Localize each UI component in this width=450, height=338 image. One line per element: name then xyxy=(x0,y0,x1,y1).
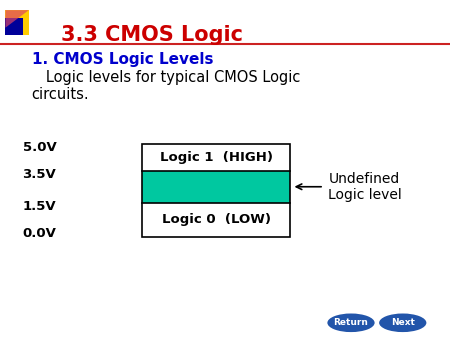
Text: 0.0V: 0.0V xyxy=(22,227,56,240)
Text: Logic 1  (HIGH): Logic 1 (HIGH) xyxy=(159,151,273,164)
Bar xyxy=(5,10,29,35)
Ellipse shape xyxy=(379,314,427,332)
Bar xyxy=(5,18,22,35)
Bar xyxy=(142,144,290,171)
Text: 5.0V: 5.0V xyxy=(22,141,56,153)
Text: 3.5V: 3.5V xyxy=(22,168,56,180)
Bar xyxy=(142,203,290,237)
Text: Next: Next xyxy=(391,318,415,327)
Bar xyxy=(142,171,290,203)
Text: 3.3 CMOS Logic: 3.3 CMOS Logic xyxy=(61,25,243,46)
Text: Return: Return xyxy=(333,318,369,327)
Polygon shape xyxy=(5,10,29,28)
Text: Undefined
Logic level: Undefined Logic level xyxy=(328,172,402,202)
Text: 1. CMOS Logic Levels: 1. CMOS Logic Levels xyxy=(32,52,213,67)
Text: Logic 0  (LOW): Logic 0 (LOW) xyxy=(162,213,270,226)
Text: 1.5V: 1.5V xyxy=(22,200,56,213)
Bar xyxy=(142,144,290,237)
Ellipse shape xyxy=(328,314,374,332)
Text: Logic levels for typical CMOS Logic
circuits.: Logic levels for typical CMOS Logic circ… xyxy=(32,70,300,102)
